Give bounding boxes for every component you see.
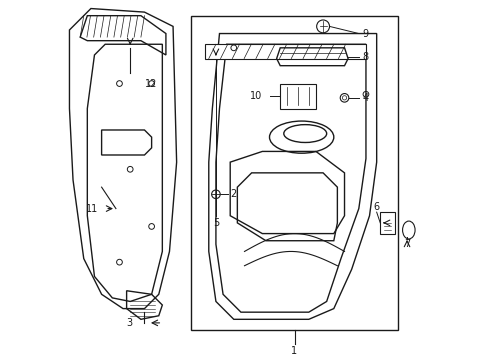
- Text: 4: 4: [362, 93, 368, 103]
- FancyBboxPatch shape: [380, 212, 394, 234]
- FancyBboxPatch shape: [280, 84, 315, 109]
- Text: 8: 8: [362, 52, 368, 62]
- Text: 9: 9: [362, 28, 368, 39]
- Text: 10: 10: [249, 91, 262, 101]
- Text: 7: 7: [403, 239, 409, 249]
- Text: 1: 1: [291, 346, 297, 356]
- Text: 11: 11: [85, 203, 98, 213]
- Text: 3: 3: [126, 318, 132, 328]
- Bar: [205, 44, 365, 59]
- Text: 2: 2: [230, 189, 236, 199]
- Bar: [190, 16, 397, 330]
- Text: 6: 6: [373, 202, 379, 212]
- Text: 5: 5: [212, 218, 219, 228]
- Text: 12: 12: [144, 78, 157, 89]
